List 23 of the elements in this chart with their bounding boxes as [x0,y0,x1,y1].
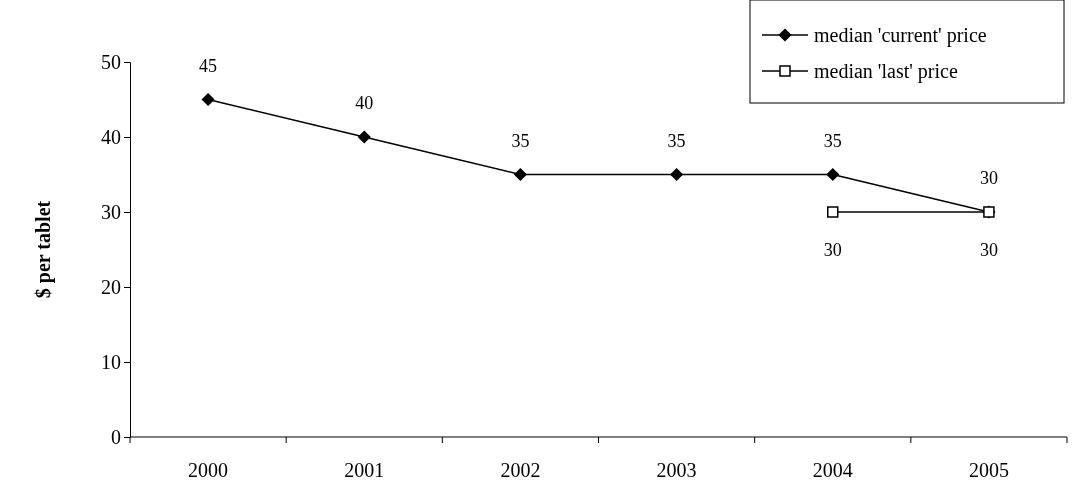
data-label: 35 [511,130,530,151]
x-tick-label: 2004 [812,459,853,482]
y-tick-label: 0 [111,425,121,448]
y-tick-label: 40 [101,125,121,148]
legend-label: median 'current' price [814,24,987,47]
data-label: 35 [823,130,842,151]
x-tick-label: 2002 [500,459,541,482]
data-label: 35 [667,130,686,151]
y-axis-title: $ per tablet [32,200,55,299]
x-tick-label: 2001 [344,459,385,482]
y-tick-label: 50 [101,50,121,73]
x-tick-label: 2005 [968,459,1009,482]
y-tick-label: 10 [101,350,121,373]
data-label: 30 [979,168,998,188]
legend-label: median 'last' price [814,60,958,83]
data-label: 40 [355,93,374,113]
x-tick-label: 2000 [188,459,229,482]
y-tick-label: 20 [101,275,121,298]
data-label: 45 [199,55,218,76]
data-label: 30 [823,240,842,260]
data-label: 30 [979,240,998,260]
x-tick-label: 2003 [656,459,697,482]
y-tick-label: 30 [101,200,121,223]
